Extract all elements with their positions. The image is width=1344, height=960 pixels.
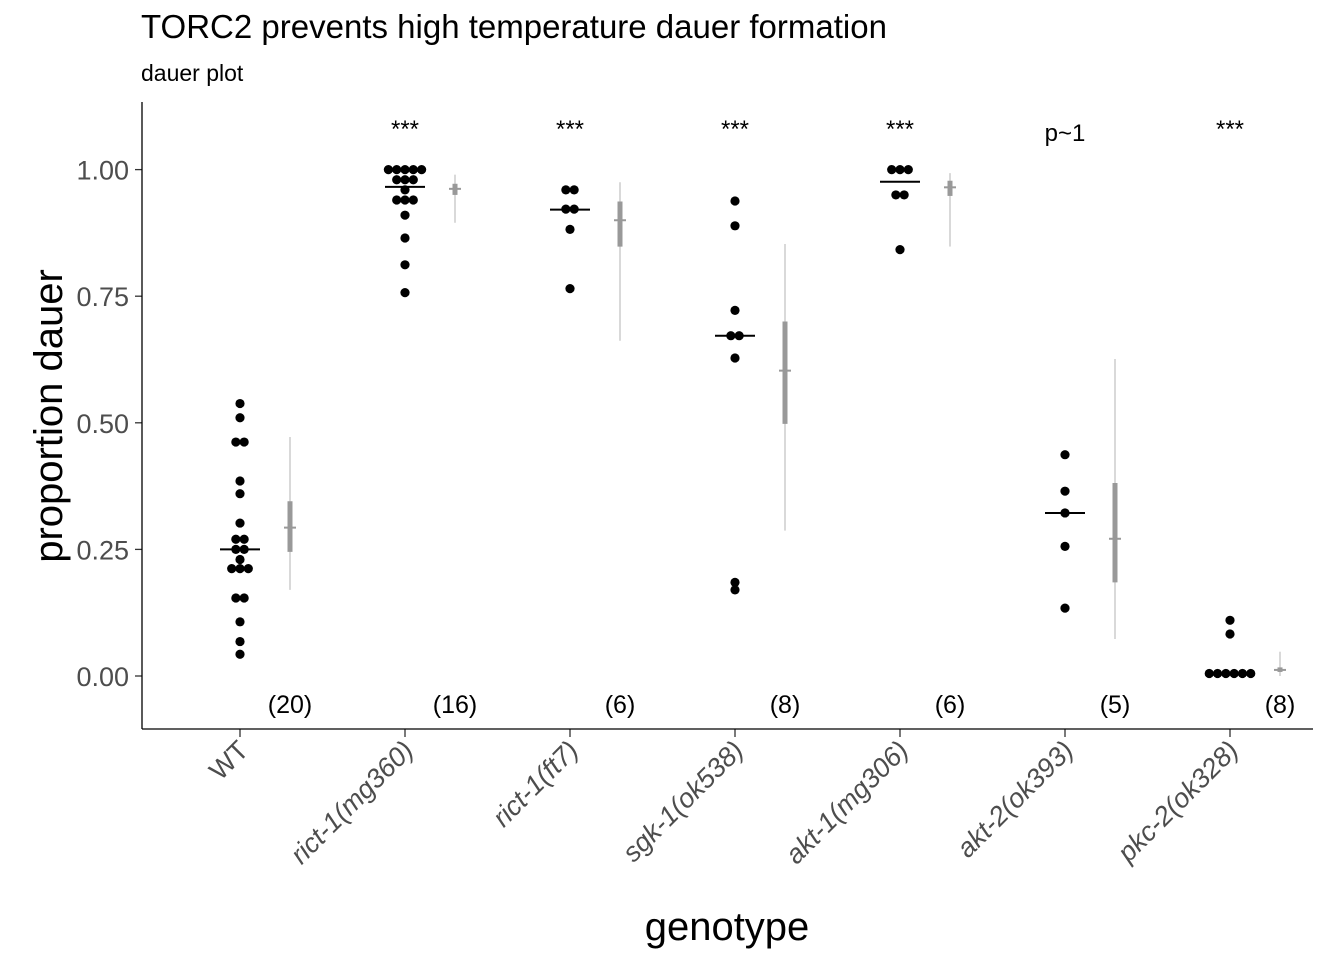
significance-label: *** xyxy=(721,116,749,143)
data-point xyxy=(400,165,410,175)
group-sgk-1(ok538): (8) *** xyxy=(715,116,800,719)
data-point xyxy=(239,534,249,544)
data-point xyxy=(227,564,237,574)
group-rict-1(mg360): (16) *** xyxy=(383,116,477,719)
data-point xyxy=(408,165,418,175)
data-point xyxy=(235,518,245,528)
significance-label: *** xyxy=(1216,116,1244,143)
data-point xyxy=(1225,629,1235,639)
data-point xyxy=(899,190,909,200)
data-point xyxy=(392,165,402,175)
x-tick-label: rict-1(ft7) xyxy=(487,735,585,833)
data-point xyxy=(895,165,905,175)
x-tick-label: akt-1(mg306) xyxy=(779,735,914,870)
data-point xyxy=(730,577,740,587)
n-label: (6) xyxy=(935,691,966,719)
data-point xyxy=(1204,668,1214,679)
y-tick-label: 0.75 xyxy=(76,282,129,312)
x-axis-title: genotype xyxy=(645,905,810,949)
y-axis-title: proportion dauer xyxy=(27,269,71,563)
data-point xyxy=(1246,668,1256,679)
data-point xyxy=(400,233,410,243)
group-WT: (20) xyxy=(220,398,312,719)
data-point xyxy=(235,554,245,565)
x-tick-label: WT xyxy=(203,735,254,786)
data-point xyxy=(235,413,245,423)
data-point xyxy=(400,175,410,185)
data-point xyxy=(730,353,740,363)
data-point xyxy=(235,398,245,409)
data-point xyxy=(1060,450,1070,460)
data-point xyxy=(235,564,245,574)
n-label: (8) xyxy=(770,691,801,719)
data-point xyxy=(891,190,901,200)
data-point xyxy=(235,617,245,627)
group-rict-1(ft7): (6) *** xyxy=(550,116,635,719)
data-point xyxy=(231,437,241,447)
data-point xyxy=(1060,486,1070,496)
n-label: (6) xyxy=(605,691,636,719)
data-point xyxy=(235,489,245,499)
x-tick-label: sgk-1(ok538) xyxy=(617,735,750,868)
significance-label: p~1 xyxy=(1045,120,1086,147)
data-point xyxy=(239,437,249,447)
significance-label: *** xyxy=(391,116,419,143)
x-tick-label: akt-2(ok393) xyxy=(951,735,1079,863)
data-point xyxy=(243,564,253,574)
n-label: (8) xyxy=(1265,691,1296,719)
data-point xyxy=(400,288,410,298)
data-point xyxy=(400,210,410,220)
data-point xyxy=(231,534,241,544)
group-akt-2(ok393): (5) p~1 xyxy=(1045,120,1131,719)
data-point xyxy=(408,175,418,185)
data-point xyxy=(565,224,575,234)
data-point xyxy=(887,165,897,175)
y-tick-label: 0.00 xyxy=(76,662,129,692)
data-point xyxy=(1225,615,1235,625)
data-point xyxy=(561,185,571,195)
data-point xyxy=(231,593,241,603)
x-tick-label: rict-1(mg360) xyxy=(285,735,420,870)
n-label: (20) xyxy=(268,691,312,719)
x-axis-ticks: WT rict-1(mg360) rict-1(ft7) sgk-1(ok538) ak… xyxy=(203,729,1244,870)
significance-label: *** xyxy=(556,116,584,143)
data-groups: (20) (16) *** (6) *** (8) *** (6) *** (5) p~1 (8) **… xyxy=(220,116,1295,719)
data-point xyxy=(235,649,245,659)
y-tick-label: 0.25 xyxy=(76,535,129,565)
data-point xyxy=(569,185,579,195)
data-point xyxy=(235,476,245,486)
group-pkc-2(ok328): (8) *** xyxy=(1204,116,1296,719)
y-axis-ticks: 0.00 0.25 0.50 0.75 1.00 xyxy=(76,156,142,692)
data-point xyxy=(1060,541,1070,551)
data-point xyxy=(400,260,410,270)
data-point xyxy=(239,593,249,603)
data-point xyxy=(730,221,740,231)
data-point xyxy=(400,195,410,205)
data-point xyxy=(235,636,245,647)
chart-title: TORC2 prevents high temperature dauer fo… xyxy=(141,8,887,45)
data-point xyxy=(730,305,740,315)
x-tick-label: pkc-2(ok328) xyxy=(1111,735,1244,868)
n-label: (16) xyxy=(433,691,477,719)
chart-subtitle: dauer plot xyxy=(141,60,244,86)
data-point xyxy=(903,165,913,175)
data-point xyxy=(730,196,740,206)
data-point xyxy=(417,165,427,175)
data-point xyxy=(1060,603,1070,613)
y-tick-label: 1.00 xyxy=(76,156,129,186)
n-label: (5) xyxy=(1100,691,1131,719)
data-point xyxy=(565,284,575,294)
data-point xyxy=(383,165,393,175)
data-point xyxy=(392,195,402,205)
significance-label: *** xyxy=(886,116,914,143)
group-akt-1(mg306): (6) *** xyxy=(880,116,965,719)
data-point xyxy=(392,175,402,185)
y-tick-label: 0.50 xyxy=(76,409,129,439)
data-point xyxy=(408,195,418,205)
data-point xyxy=(895,245,905,255)
data-point xyxy=(730,585,740,595)
